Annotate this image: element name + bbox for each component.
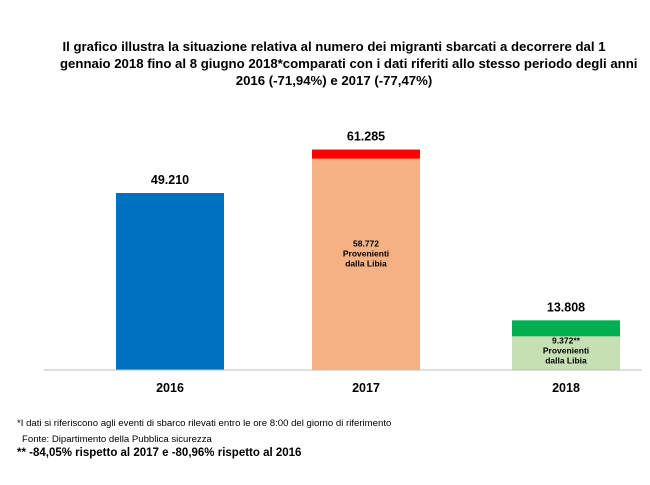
data-sublabel-libia-2018: dalla Libia [545, 355, 587, 365]
data-label-total-2018: 13.808 [547, 300, 585, 314]
chart-title: Il grafico illustra la situazione relati… [60, 38, 638, 89]
x-tick-label-2017: 2017 [352, 381, 380, 395]
data-label-libia-2017: 58.772 [353, 238, 379, 248]
bar-total-2016 [116, 193, 224, 370]
x-tick-label-2016: 2016 [156, 381, 184, 395]
source-note: Fonte: Dipartimento della Pubblica sicur… [22, 434, 212, 445]
x-tick-label-2018: 2018 [552, 381, 580, 395]
data-sublabel-libia-2017: Provenienti [343, 248, 389, 258]
footnote: *I dati si riferiscono agli eventi di sb… [17, 418, 392, 429]
data-label-total-2017: 61.285 [347, 130, 385, 144]
bar-libia-2017 [312, 158, 420, 370]
chart-title-line: Il grafico illustra la situazione relati… [62, 39, 606, 54]
chart-title-line: gennaio 2018 fino al 8 giugno 2018*compa… [60, 56, 638, 71]
bar-libia-2018 [512, 336, 620, 370]
data-label-total-2016: 49.210 [151, 173, 189, 187]
data-label-libia-2018: 9.372** [552, 335, 581, 345]
data-sublabel-libia-2017: dalla Libia [345, 258, 387, 268]
chart-title-line: 2016 (-71,94%) e 2017 (-77,47%) [235, 73, 433, 88]
percentage-note: ** -84,05% rispetto al 2017 e -80,96% ri… [17, 447, 302, 459]
data-sublabel-libia-2018: Provenienti [543, 345, 589, 355]
